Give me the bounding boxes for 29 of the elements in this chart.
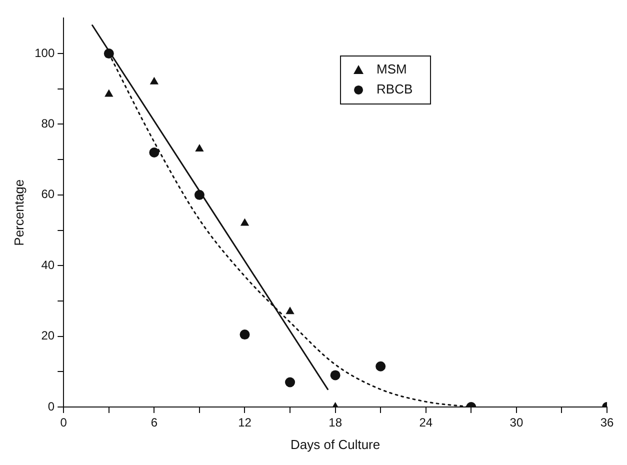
point <box>240 218 250 226</box>
y-tick-label: 60 <box>41 187 55 202</box>
x-tick-label: 12 <box>238 416 252 430</box>
point <box>195 144 204 152</box>
x-tick-label: 18 <box>328 416 342 430</box>
x-tick-label: 30 <box>510 416 524 430</box>
point <box>240 330 250 340</box>
point <box>194 190 204 200</box>
point <box>104 48 114 59</box>
legend-label: MSM <box>376 62 407 77</box>
y-tick-label: 0 <box>48 399 55 414</box>
x-tick-label: 0 <box>60 416 68 430</box>
point <box>286 306 294 314</box>
point <box>149 148 160 158</box>
y-tick-label: 20 <box>41 328 55 343</box>
point <box>104 89 114 97</box>
point <box>376 361 386 372</box>
y-axis-title: Percentage <box>11 179 26 246</box>
y-tick-label: 40 <box>41 258 55 272</box>
legend-label: RBCB <box>376 82 413 97</box>
x-tick-label: 24 <box>419 416 433 430</box>
point <box>330 370 340 380</box>
point <box>150 76 159 84</box>
y-tick-label: 100 <box>34 46 55 60</box>
x-tick-label: 36 <box>600 416 614 430</box>
y-tick-label: 80 <box>41 116 55 131</box>
x-axis-title: Days of Culture <box>290 436 380 452</box>
point <box>285 377 296 388</box>
x-tick-label: 6 <box>150 416 158 430</box>
